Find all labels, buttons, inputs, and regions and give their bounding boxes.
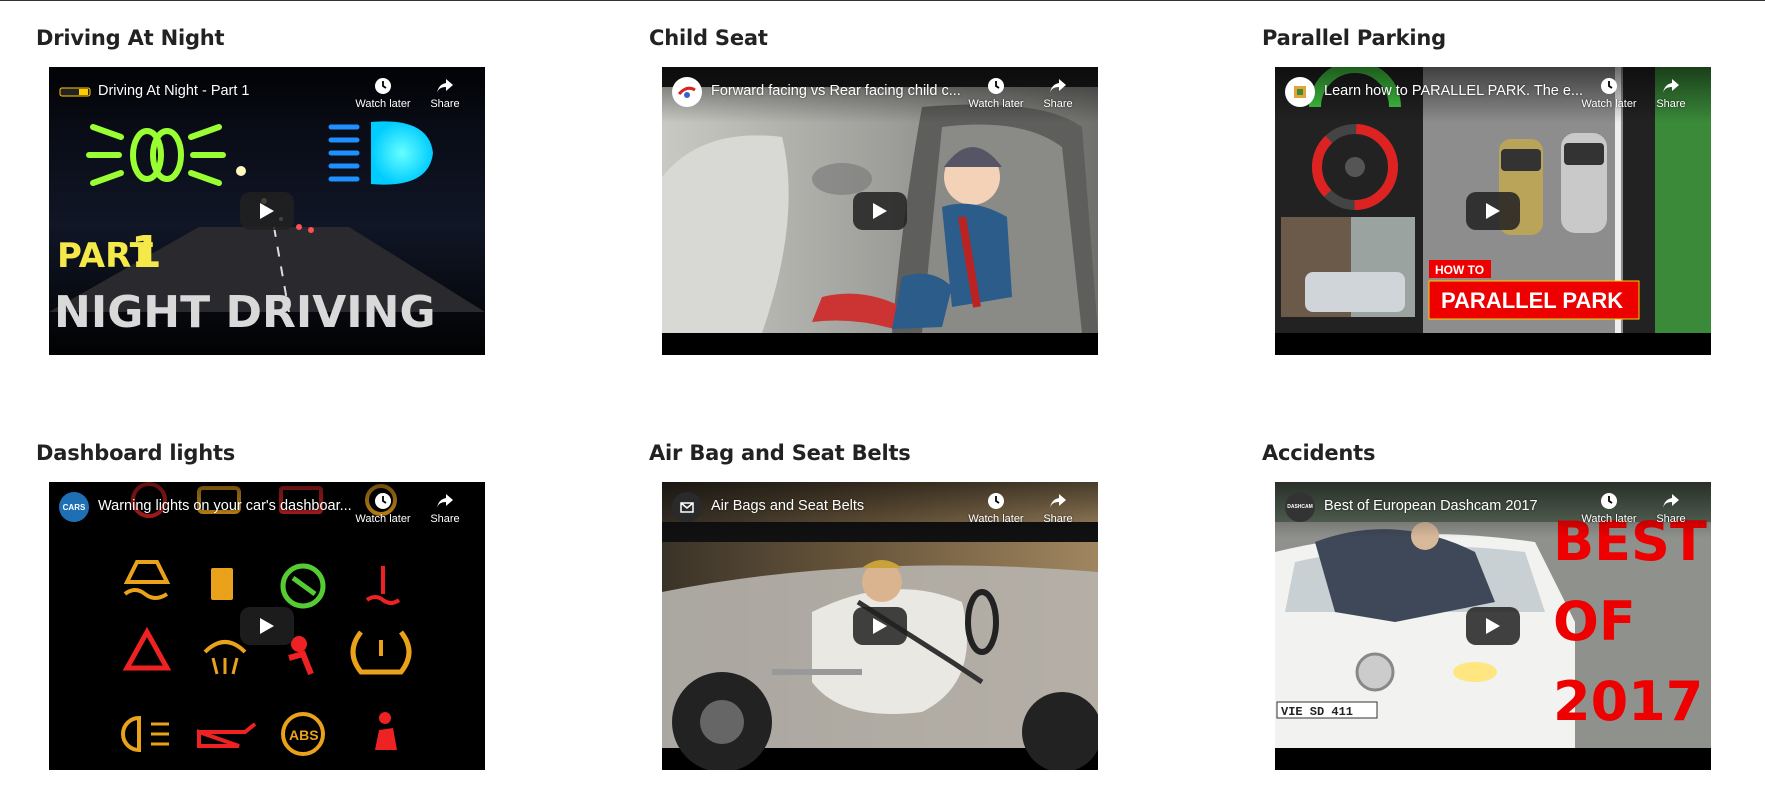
video-title[interactable]: Forward facing vs Rear facing child c... — [711, 83, 961, 99]
channel-logo-icon[interactable]: DASHCAM — [1285, 492, 1315, 522]
play-icon — [873, 203, 887, 219]
video-title[interactable]: Best of European Dashcam 2017 — [1324, 498, 1538, 514]
play-button[interactable] — [240, 607, 294, 645]
video-title[interactable]: Warning lights on your car's dashboar... — [98, 498, 352, 514]
watch-later-button[interactable]: Watch later — [964, 76, 1028, 110]
thumb-text-number: 1 — [131, 227, 162, 278]
watch-later-button[interactable]: Watch later — [964, 491, 1028, 525]
share-arrow-icon — [1050, 494, 1066, 508]
video-title[interactable]: Learn how to PARALLEL PARK. The e... — [1324, 83, 1583, 99]
section-title: Driving At Night — [36, 26, 225, 50]
player-top-bar: Driving At Night - Part 1 Watch later Sh… — [49, 67, 485, 123]
player-top-bar: Air Bags and Seat Belts Watch later Shar… — [662, 482, 1098, 538]
watch-later-label: Watch later — [1581, 513, 1637, 525]
play-icon — [1486, 618, 1500, 634]
thumb-text-year: 2017 — [1553, 670, 1703, 733]
share-button[interactable]: Share — [1038, 491, 1078, 525]
thumb-text-parallel-park: PARALLEL PARK — [1441, 288, 1623, 313]
thumb-text-plate: VIE SD 411 — [1281, 705, 1353, 719]
video-player[interactable]: Forward facing vs Rear facing child c...… — [662, 67, 1098, 355]
channel-logo-icon[interactable] — [1285, 77, 1315, 107]
watch-later-label: Watch later — [1581, 98, 1637, 110]
watch-later-button[interactable]: Watch later — [351, 491, 415, 525]
section-title: Air Bag and Seat Belts — [649, 441, 911, 465]
watch-later-label: Watch later — [968, 98, 1024, 110]
share-label: Share — [430, 513, 460, 525]
watch-later-button[interactable]: Watch later — [1577, 491, 1641, 525]
player-top-bar: DASHCAM Best of European Dashcam 2017 Wa… — [1275, 482, 1711, 538]
share-button[interactable]: Share — [1651, 491, 1691, 525]
section-title: Dashboard lights — [36, 441, 236, 465]
play-icon — [260, 203, 274, 219]
player-top-bar: Forward facing vs Rear facing child c...… — [662, 67, 1098, 123]
play-button[interactable] — [240, 192, 294, 230]
video-section-driving-at-night: Driving At Night — [36, 23, 556, 355]
thumb-text-night-driving: NIGHT DRIVING — [54, 287, 436, 338]
video-player[interactable]: VIE SD 411 BEST OF 2017 DASHCAM Best of … — [1275, 482, 1711, 770]
play-button[interactable] — [853, 607, 907, 645]
channel-logo-icon[interactable] — [672, 492, 702, 522]
share-button[interactable]: Share — [425, 491, 465, 525]
play-icon — [873, 618, 887, 634]
share-arrow-icon — [1663, 494, 1679, 508]
watch-later-button[interactable]: Watch later — [351, 76, 415, 110]
share-arrow-icon — [1050, 79, 1066, 93]
share-arrow-icon — [437, 79, 453, 93]
clock-icon — [375, 493, 391, 509]
video-player[interactable]: HOW TO PARALLEL PARK Learn how to PARALL… — [1275, 67, 1711, 355]
video-player[interactable]: ABS CARS Warning lights on your car's da… — [49, 482, 485, 770]
clock-icon — [988, 78, 1004, 94]
video-player[interactable]: Air Bags and Seat Belts Watch later Shar… — [662, 482, 1098, 770]
play-icon — [260, 618, 274, 634]
share-arrow-icon — [1663, 79, 1679, 93]
play-button[interactable] — [1466, 607, 1520, 645]
share-label: Share — [1043, 513, 1073, 525]
channel-logo-icon[interactable] — [59, 77, 91, 107]
watch-later-label: Watch later — [355, 513, 411, 525]
watch-later-label: Watch later — [355, 98, 411, 110]
section-title: Parallel Parking — [1262, 26, 1446, 50]
clock-icon — [375, 78, 391, 94]
play-button[interactable] — [1466, 192, 1520, 230]
play-button[interactable] — [853, 192, 907, 230]
video-title[interactable]: Driving At Night - Part 1 — [98, 83, 250, 99]
watch-later-label: Watch later — [968, 513, 1024, 525]
channel-logo-icon[interactable] — [672, 77, 702, 107]
video-section-parallel-parking: Parallel Parking HOW TO — [1262, 23, 1765, 355]
share-label: Share — [1043, 98, 1073, 110]
share-label: Share — [1656, 513, 1686, 525]
svg-text:ABS: ABS — [289, 727, 319, 743]
share-button[interactable]: Share — [1651, 76, 1691, 110]
clock-icon — [988, 493, 1004, 509]
channel-logo-icon[interactable]: CARS — [59, 492, 89, 522]
watch-later-button[interactable]: Watch later — [1577, 76, 1641, 110]
video-player[interactable]: PART 1 NIGHT DRIVING Driving At Night - … — [49, 67, 485, 355]
share-label: Share — [430, 98, 460, 110]
clock-icon — [1601, 78, 1617, 94]
clock-icon — [1601, 493, 1617, 509]
share-arrow-icon — [437, 494, 453, 508]
share-button[interactable]: Share — [425, 76, 465, 110]
video-title[interactable]: Air Bags and Seat Belts — [711, 498, 865, 514]
video-section-dashboard-lights: Dashboard lights — [36, 438, 556, 770]
thumb-text-how-to: HOW TO — [1435, 263, 1484, 277]
play-icon — [1486, 203, 1500, 219]
player-top-bar: Learn how to PARALLEL PARK. The e... Wat… — [1275, 67, 1711, 123]
share-button[interactable]: Share — [1038, 76, 1078, 110]
section-title: Child Seat — [649, 26, 768, 50]
player-top-bar: CARS Warning lights on your car's dashbo… — [49, 482, 485, 538]
video-section-child-seat: Child Seat — [649, 23, 1169, 355]
thumb-text-of: OF — [1553, 590, 1636, 653]
video-section-air-bag-seat-belts: Air Bag and Seat Belts — [649, 438, 1169, 770]
section-title: Accidents — [1262, 441, 1376, 465]
video-section-accidents: Accidents VIE SD 411 BEST OF 2017 DASHCA… — [1262, 438, 1765, 770]
share-label: Share — [1656, 98, 1686, 110]
thumb-text-part: PART — [57, 236, 154, 276]
